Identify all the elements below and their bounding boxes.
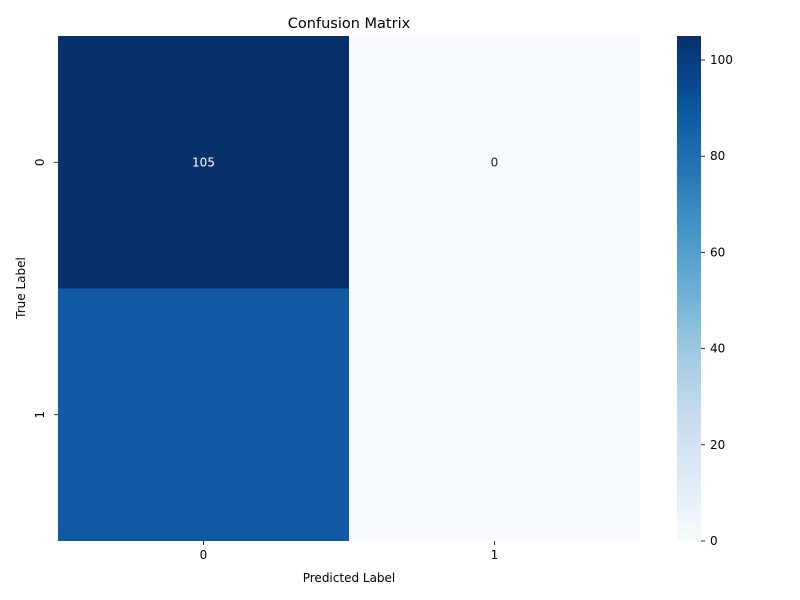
- colorbar-tick-label: 40: [710, 342, 725, 356]
- y-axis-ticks: 01: [33, 158, 58, 419]
- heatmap-cell: [349, 288, 640, 541]
- heatmap-cell: [58, 36, 349, 289]
- cell-value-label: 0: [491, 155, 499, 169]
- y-axis-label: True Label: [14, 257, 28, 320]
- colorbar-tick-label: 20: [710, 438, 725, 452]
- heatmap-cell: [349, 36, 640, 289]
- heatmap-cell-labels: 105 0: [192, 155, 498, 169]
- colorbar-tick-label: 0: [710, 534, 718, 548]
- cell-value-label: 105: [192, 155, 215, 169]
- chart-title: Confusion Matrix: [288, 16, 411, 32]
- colorbar-tick-label: 80: [710, 149, 725, 163]
- heatmap-cells: [58, 36, 640, 541]
- y-tick-label: 1: [33, 411, 47, 419]
- colorbar-ticks: 0 20 40 60 80 100: [701, 53, 733, 548]
- colorbar-tick-label: 100: [710, 53, 733, 67]
- y-tick-label: 0: [33, 158, 47, 166]
- heatmap-cell: [58, 288, 349, 541]
- colorbar: [677, 36, 701, 541]
- x-tick-label: 0: [200, 548, 208, 562]
- x-axis-label: Predicted Label: [303, 571, 396, 585]
- x-tick-label: 1: [491, 548, 499, 562]
- colorbar-tick-label: 60: [710, 245, 725, 259]
